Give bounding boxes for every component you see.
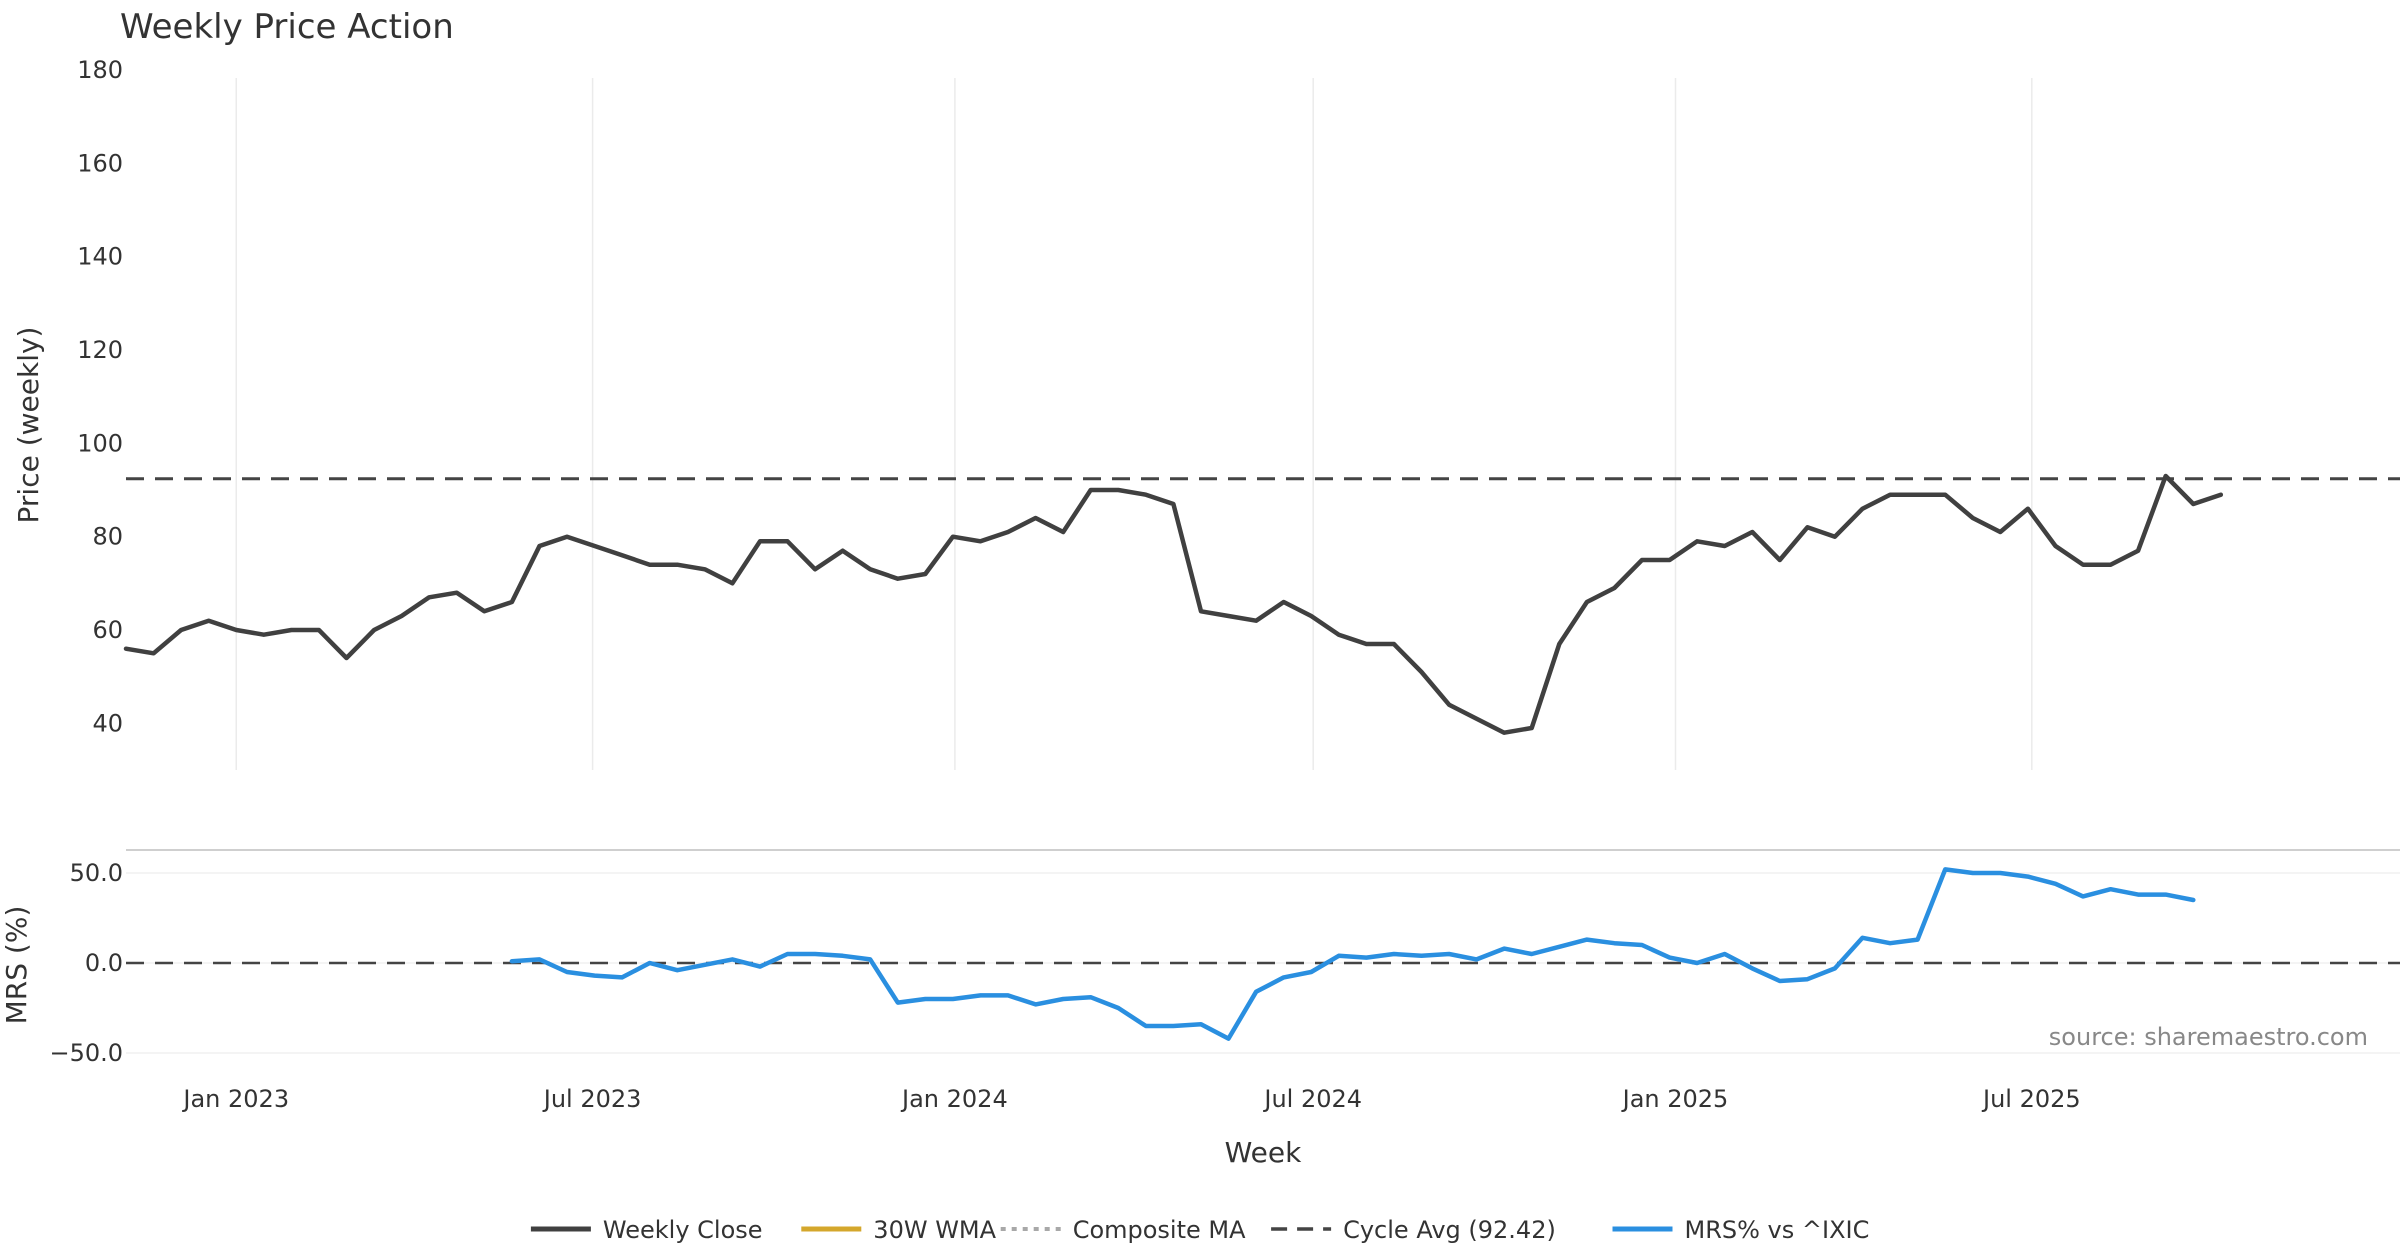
mrs-y-tick-1: 0.0	[85, 949, 123, 977]
price-y-tick-40: 40	[92, 709, 123, 737]
legend-label-4: MRS% vs ^IXIC	[1685, 1216, 1870, 1244]
legend-label-3: Cycle Avg (92.42)	[1343, 1216, 1556, 1244]
x-tick-2: Jan 2024	[900, 1085, 1008, 1113]
x-axis-ticks: Jan 2023 Jul 2023 Jan 2024 Jul 2024 Jan 2025…	[181, 1085, 2080, 1113]
price-y-ticks: 40 60 80 100 120 140 160 180	[77, 56, 123, 737]
series-line-mrs	[509, 867, 2196, 1041]
x-tick-5: Jul 2025	[1981, 1085, 2081, 1113]
price-y-tick-140: 140	[77, 243, 123, 271]
legend-label-0: Weekly Close	[603, 1216, 763, 1244]
legend: Weekly Close 30W WMA Composite MA Cycle Avg…	[530, 1216, 1870, 1244]
x-axis-label: Week	[1225, 1136, 1302, 1169]
source-annotation: source: sharemaestro.com	[2049, 1023, 2368, 1051]
chart-title: Weekly Price Action	[120, 7, 454, 47]
price-series	[123, 473, 2400, 735]
price-y-tick-80: 80	[92, 523, 123, 551]
mrs-axis-label: MRS (%)	[0, 906, 33, 1025]
price-y-tick-160: 160	[77, 149, 123, 177]
x-tick-4: Jan 2025	[1621, 1085, 1729, 1113]
x-tick-0: Jan 2023	[181, 1085, 289, 1113]
price-axis-label: Price (weekly)	[12, 327, 45, 524]
gridlines	[126, 78, 2400, 1054]
price-y-tick-120: 120	[77, 336, 123, 364]
mrs-y-ticks: 50.0 0.0 −50.0	[49, 859, 123, 1067]
mrs-series	[126, 867, 2400, 1041]
price-y-tick-100: 100	[77, 429, 123, 457]
x-tick-3: Jul 2024	[1262, 1085, 1362, 1113]
mrs-y-tick-2: −50.0	[49, 1039, 123, 1067]
price-y-tick-60: 60	[92, 616, 123, 644]
price-y-tick-180: 180	[77, 56, 123, 84]
series-line-weekly-close	[123, 473, 2224, 735]
legend-label-2: Composite MA	[1073, 1216, 1246, 1244]
legend-label-1: 30W WMA	[873, 1216, 996, 1244]
mrs-y-tick-0: 50.0	[70, 859, 123, 887]
x-tick-1: Jul 2023	[542, 1085, 642, 1113]
